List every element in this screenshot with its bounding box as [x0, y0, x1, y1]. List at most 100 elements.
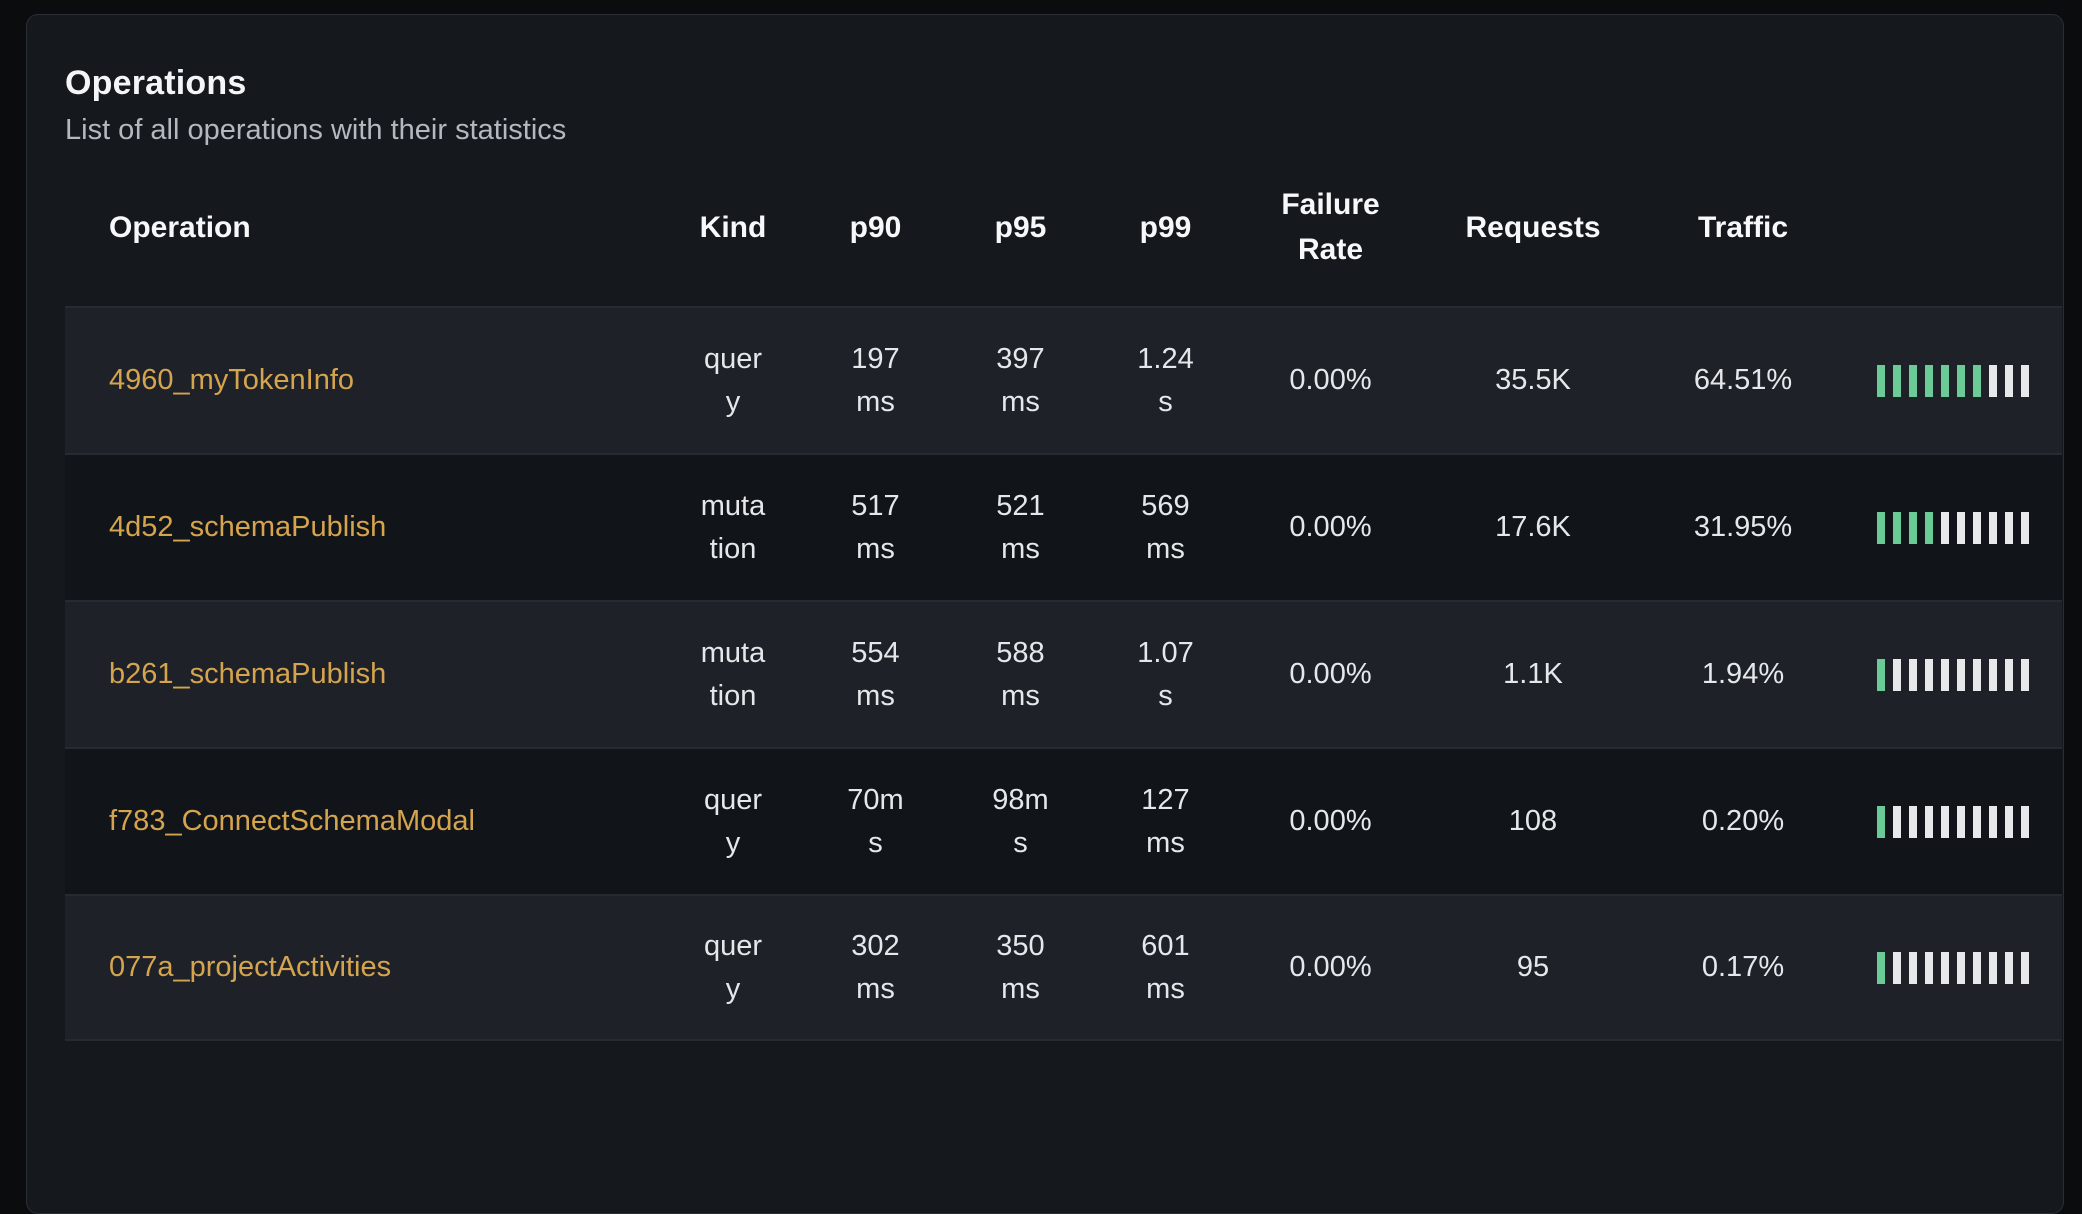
failure-rate-cell: 0.00% [1238, 749, 1423, 894]
p95-value: 397 ms [996, 343, 1045, 418]
failure-rate-value: 0.00% [1289, 364, 1372, 396]
traffic-value: 31.95% [1693, 511, 1793, 543]
table-row: 077a_projectActivities query 302 ms 350 … [65, 894, 2062, 1041]
traffic-cell: 0.17% [1643, 896, 1843, 1039]
failure-rate-cell: 0.00% [1238, 455, 1423, 600]
kind-value: query [703, 343, 763, 418]
column-header-operation-label: Operation [109, 210, 251, 244]
traffic-bar-segment-filled [1908, 511, 1917, 544]
column-header-kind-label: Kind [699, 210, 767, 244]
traffic-bar-segment-empty [1988, 364, 1997, 397]
kind-cell: query [663, 308, 803, 453]
traffic-bar-segment-empty [1940, 951, 1949, 984]
table-row: b261_schemaPublish mutation 554 ms 588 m… [65, 600, 2062, 747]
traffic-bar-segment-empty [1956, 658, 1965, 691]
traffic-bar-segment-filled [1956, 364, 1965, 397]
traffic-bar-segment-empty [1988, 658, 1997, 691]
traffic-bar-segment-empty [1892, 951, 1901, 984]
traffic-bar-segment-empty [2020, 805, 2029, 838]
traffic-bar-segment-filled [1908, 364, 1917, 397]
operation-link[interactable]: f783_ConnectSchemaModal [109, 805, 475, 837]
traffic-bar-segment-empty [2020, 364, 2029, 397]
p99-value: 569 ms [1141, 490, 1190, 565]
traffic-bar-segment-empty [2004, 511, 2013, 544]
operations-card: Operations List of all operations with t… [26, 14, 2064, 1214]
traffic-bar-segment-empty [1972, 511, 1981, 544]
traffic-bar-segment-filled [1940, 364, 1949, 397]
requests-value: 108 [1508, 805, 1558, 837]
traffic-bar-segment-empty [1972, 805, 1981, 838]
traffic-bar [1876, 805, 2029, 838]
kind-value: mutation [700, 637, 766, 712]
operations-table: Operation Kind p90 p95 p99 Failure Rate … [65, 148, 2062, 1041]
p95-cell: 521 ms [948, 455, 1093, 600]
traffic-bar-segment-filled [1972, 364, 1981, 397]
column-header-traffic-label: Traffic [1697, 210, 1789, 244]
traffic-bar-segment-filled [1876, 951, 1885, 984]
p99-value: 127 ms [1141, 784, 1190, 859]
traffic-bar-segment-filled [1924, 511, 1933, 544]
failure-rate-value: 0.00% [1289, 805, 1372, 837]
traffic-bar-segment-empty [1892, 805, 1901, 838]
traffic-bar-segment-empty [1908, 658, 1917, 691]
traffic-bar-segment-empty [1924, 658, 1933, 691]
column-header-failure-rate-label: Failure Rate [1281, 188, 1380, 266]
requests-value: 35.5K [1495, 364, 1571, 396]
traffic-bar-segment-filled [1892, 511, 1901, 544]
traffic-bar-segment-empty [2004, 805, 2013, 838]
p95-cell: 350 ms [948, 896, 1093, 1039]
requests-cell: 35.5K [1423, 308, 1643, 453]
column-header-traffic: Traffic [1643, 205, 1843, 250]
traffic-bar-segment-empty [1972, 658, 1981, 691]
traffic-bar-cell [1843, 896, 2062, 1039]
traffic-bar-segment-filled [1924, 364, 1933, 397]
traffic-bar-cell [1843, 749, 2062, 894]
column-header-p99: p99 [1093, 205, 1238, 250]
table-body: 4960_myTokenInfo query 197 ms 397 ms 1.2… [65, 306, 2062, 1041]
p95-cell: 397 ms [948, 308, 1093, 453]
requests-cell: 1.1K [1423, 602, 1643, 747]
operation-link[interactable]: 4d52_schemaPublish [109, 511, 387, 543]
traffic-bar-segment-empty [1956, 511, 1965, 544]
traffic-bar-segment-filled [1876, 364, 1885, 397]
p99-cell: 601 ms [1093, 896, 1238, 1039]
column-header-p95: p95 [948, 205, 1093, 250]
column-header-requests: Requests [1423, 205, 1643, 250]
column-header-failure-rate: Failure Rate [1238, 182, 1423, 272]
p99-value: 1.24 s [1137, 343, 1194, 418]
operation-link[interactable]: 077a_projectActivities [109, 951, 392, 983]
table-row: 4960_myTokenInfo query 197 ms 397 ms 1.2… [65, 306, 2062, 453]
p90-value: 517 ms [851, 490, 900, 565]
column-header-p90: p90 [803, 205, 948, 250]
failure-rate-value: 0.00% [1289, 511, 1372, 543]
traffic-bar-segment-empty [2020, 658, 2029, 691]
traffic-bar-segment-empty [1940, 658, 1949, 691]
operation-cell: 4d52_schemaPublish [65, 455, 663, 600]
requests-value: 17.6K [1495, 511, 1571, 543]
operation-link[interactable]: 4960_myTokenInfo [109, 364, 355, 396]
operation-link[interactable]: b261_schemaPublish [109, 658, 387, 690]
traffic-value: 0.17% [1701, 951, 1785, 983]
traffic-bar-segment-filled [1876, 658, 1885, 691]
p90-value: 197 ms [851, 343, 900, 418]
traffic-bar [1876, 658, 2029, 691]
traffic-bar-cell [1843, 455, 2062, 600]
p99-cell: 1.07 s [1093, 602, 1238, 747]
traffic-bar-segment-filled [1876, 511, 1885, 544]
p95-cell: 588 ms [948, 602, 1093, 747]
failure-rate-cell: 0.00% [1238, 308, 1423, 453]
kind-cell: query [663, 896, 803, 1039]
p99-cell: 569 ms [1093, 455, 1238, 600]
traffic-bar-segment-empty [2004, 364, 2013, 397]
traffic-value: 64.51% [1693, 364, 1793, 396]
p90-value: 70ms [847, 784, 904, 859]
traffic-bar-segment-empty [2020, 951, 2029, 984]
traffic-bar-segment-empty [1988, 511, 1997, 544]
p95-value: 350 ms [996, 930, 1045, 1005]
p99-cell: 1.24 s [1093, 308, 1238, 453]
operation-cell: 077a_projectActivities [65, 896, 663, 1039]
column-header-p95-label: p95 [994, 210, 1047, 244]
traffic-bar-segment-empty [2004, 951, 2013, 984]
p95-value: 98ms [992, 784, 1049, 859]
failure-rate-cell: 0.00% [1238, 896, 1423, 1039]
